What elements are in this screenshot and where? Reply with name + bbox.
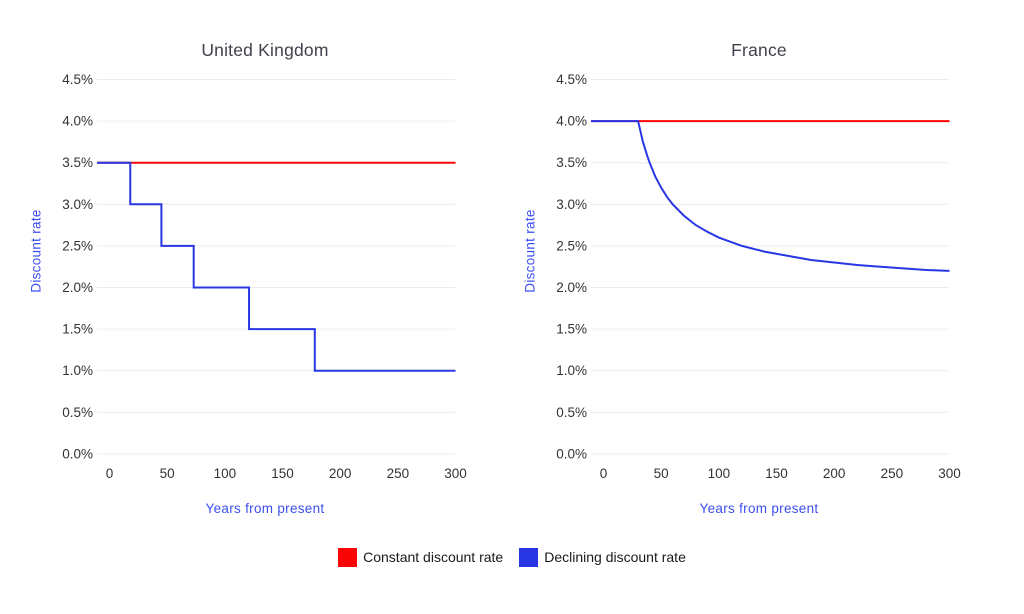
declining-rate-swatch-icon bbox=[519, 548, 539, 567]
x-tick-label: 300 bbox=[938, 466, 961, 481]
x-tick-label: 200 bbox=[823, 466, 846, 481]
x-tick-label: 100 bbox=[708, 466, 731, 481]
legend-item-constant: Constant discount rate bbox=[338, 548, 503, 567]
uk-plot-area: 4.5% 4.0% 3.5% 3.0% 2.5% 2.0% 1.5% 1.0% 0.5% 0.0%… bbox=[62, 72, 467, 481]
x-tick-label: 0 bbox=[600, 466, 608, 481]
shared-legend: Constant discount rate Declining discoun… bbox=[0, 548, 1024, 567]
y-tick-label: 0.5% bbox=[556, 405, 587, 420]
y-tick-label: 0.5% bbox=[62, 405, 93, 420]
y-tick-label: 3.0% bbox=[556, 197, 587, 212]
france-chart: France 4.5% 4.0% 3.5% 3.0% 2.5% 2.0% 1.5% 1.0% 0… bbox=[494, 0, 1006, 535]
y-tick-label: 1.5% bbox=[62, 322, 93, 337]
y-tick-label: 0.0% bbox=[62, 446, 93, 461]
y-tick-label: 4.0% bbox=[62, 114, 93, 129]
y-tick-label: 2.0% bbox=[62, 280, 93, 295]
series-line bbox=[97, 161, 456, 372]
france-x-axis-label: Years from present bbox=[699, 501, 819, 516]
y-tick-label: 1.0% bbox=[556, 363, 587, 378]
y-tick-label: 1.0% bbox=[62, 363, 93, 378]
y-tick-label: 4.5% bbox=[556, 72, 587, 87]
x-tick-label: 0 bbox=[106, 466, 114, 481]
x-tick-label: 150 bbox=[765, 466, 788, 481]
france-y-axis-label: Discount rate bbox=[522, 209, 538, 293]
series-line bbox=[591, 120, 950, 272]
x-tick-label: 250 bbox=[387, 466, 410, 481]
uk-x-axis-label: Years from present bbox=[205, 501, 325, 516]
legend-item-declining: Declining discount rate bbox=[519, 548, 686, 567]
y-tick-label: 2.5% bbox=[556, 238, 587, 253]
x-tick-label: 150 bbox=[271, 466, 294, 481]
y-tick-label: 3.0% bbox=[62, 197, 93, 212]
y-tick-label: 3.5% bbox=[62, 155, 93, 170]
uk-chart-title: United Kingdom bbox=[201, 40, 329, 60]
y-tick-label: 4.5% bbox=[62, 72, 93, 87]
legend-label-declining: Declining discount rate bbox=[544, 549, 686, 565]
x-tick-label: 50 bbox=[654, 466, 669, 481]
legend-label-constant: Constant discount rate bbox=[363, 549, 504, 565]
y-tick-label: 3.5% bbox=[556, 155, 587, 170]
y-tick-label: 2.5% bbox=[62, 238, 93, 253]
uk-chart: United Kingdom 4.5% 4.0% 3.5% 3.0% 2.5% 2.0% 1… bbox=[0, 0, 512, 535]
x-tick-label: 200 bbox=[329, 466, 352, 481]
x-tick-label: 300 bbox=[444, 466, 467, 481]
y-tick-label: 0.0% bbox=[556, 446, 587, 461]
france-chart-title: France bbox=[731, 40, 787, 60]
y-tick-label: 4.0% bbox=[556, 114, 587, 129]
uk-y-axis-label: Discount rate bbox=[28, 209, 44, 293]
constant-rate-swatch-icon bbox=[338, 548, 358, 567]
y-tick-label: 2.0% bbox=[556, 280, 587, 295]
x-tick-label: 100 bbox=[214, 466, 237, 481]
france-plot-area: 4.5% 4.0% 3.5% 3.0% 2.5% 2.0% 1.5% 1.0% 0.5% 0.0%… bbox=[556, 72, 961, 481]
x-tick-label: 50 bbox=[160, 466, 175, 481]
x-tick-label: 250 bbox=[881, 466, 904, 481]
y-tick-label: 1.5% bbox=[556, 322, 587, 337]
